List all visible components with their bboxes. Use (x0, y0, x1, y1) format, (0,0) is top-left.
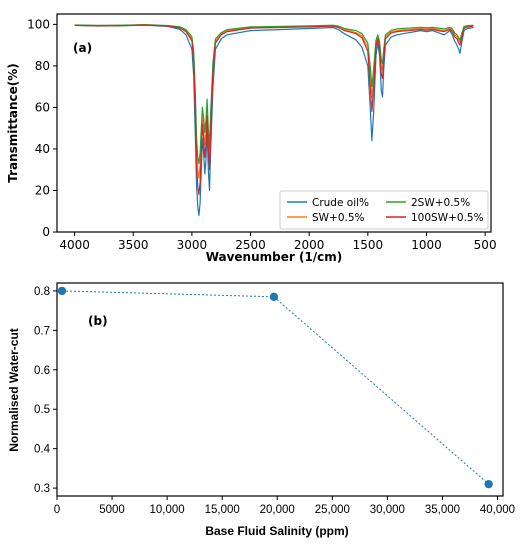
x-tick-label-1500: 1500 (353, 238, 384, 252)
panel-a-frame (56, 13, 492, 233)
y-tick-label-b-0.6: 0.6 (34, 365, 50, 377)
panel-b-y-ticks: 0.3 0.4 0.5 0.6 0.7 0.8 (34, 286, 57, 495)
panel-a-x-axis-title: Wavenumber (1/cm) (206, 250, 343, 264)
data-point-1 (269, 292, 279, 302)
legend-label-sw-0-5: SW+0.5% (312, 212, 365, 224)
y-tick-label-60: 60 (35, 100, 50, 114)
x-tick-label-1000: 1000 (411, 238, 442, 252)
x-tick-label-3000: 3000 (177, 238, 208, 252)
panel-b-series-group (57, 286, 493, 489)
panel-b-y-axis-title: Normalised Water-cut (7, 328, 21, 452)
x-tick-label-3500: 3500 (118, 238, 149, 252)
x-tick-label-b-20000: 20,000 (260, 504, 295, 516)
legend-box (279, 190, 489, 230)
panel-b: 0 5000 10,000 15,000 20,000 25,000 30,000 35,00… (7, 282, 515, 538)
y-tick-label-80: 80 (35, 59, 50, 73)
series-line-100sw-0-5 (74, 24, 474, 196)
y-tick-label-20: 20 (35, 183, 50, 197)
y-tick-label-b-0.8: 0.8 (34, 286, 50, 298)
x-tick-label-2500: 2500 (235, 238, 266, 252)
panel-b-x-ticks: 0 5000 10,000 15,000 20,000 25,000 30,000 35,00… (54, 496, 515, 516)
panel-a-legend: Crude oil% SW+0.5% 2SW+0.5% 100SW+0.5% (279, 190, 489, 230)
x-tick-label-b-5000: 5000 (99, 504, 125, 516)
series-line-2sw-0-5 (74, 24, 474, 165)
y-tick-label-b-0.4: 0.4 (34, 444, 51, 456)
x-tick-label-b-30000: 30,000 (370, 504, 405, 516)
x-tick-label-b-25000: 25,000 (315, 504, 350, 516)
x-tick-label-b-40000: 40,000 (480, 504, 515, 516)
panel-a: 4000 3500 3000 2500 2000 1500 1000 500 0 20 40 60 8… (6, 13, 497, 264)
x-tick-label-b-35000: 35,000 (425, 504, 460, 516)
panel-b-frame (56, 282, 504, 497)
legend-label-crude-oil: Crude oil% (312, 197, 369, 209)
data-point-0 (57, 286, 67, 296)
y-tick-label-b-0.3: 0.3 (34, 483, 50, 495)
y-tick-label-100: 100 (27, 17, 50, 31)
x-tick-label-500: 500 (474, 238, 497, 252)
panel-a-y-ticks: 0 20 40 60 80 100 (27, 17, 57, 239)
panel-a-x-ticks: 4000 3500 3000 2500 2000 1500 1000 500 (59, 232, 497, 252)
panel-b-x-axis-title: Base Fluid Salinity (ppm) (205, 524, 348, 538)
panel-a-y-axis-title: Transmittance(%) (6, 63, 20, 183)
y-tick-label-b-0.5: 0.5 (34, 404, 50, 416)
legend-label-100sw-0-5: 100SW+0.5% (411, 212, 484, 224)
x-tick-label-b-10000: 10,000 (150, 504, 185, 516)
panel-b-label: (b) (88, 314, 108, 328)
series-line-crude-oil (74, 24, 474, 216)
series-line-sw-0-5 (74, 24, 474, 179)
y-tick-label-b-0.7: 0.7 (34, 325, 50, 337)
panel-a-series-group (74, 24, 474, 216)
legend-label-2sw-0-5: 2SW+0.5% (411, 197, 470, 209)
x-tick-label-b-15000: 15,000 (205, 504, 240, 516)
x-tick-label-b-0: 0 (54, 504, 60, 516)
series-line-water-cut (61, 290, 490, 485)
data-point-2 (484, 479, 493, 489)
x-tick-label-2000: 2000 (294, 238, 325, 252)
y-tick-label-40: 40 (35, 142, 50, 156)
y-tick-label-0: 0 (42, 225, 50, 239)
panel-a-label: (a) (73, 41, 92, 55)
x-tick-label-4000: 4000 (59, 238, 90, 252)
